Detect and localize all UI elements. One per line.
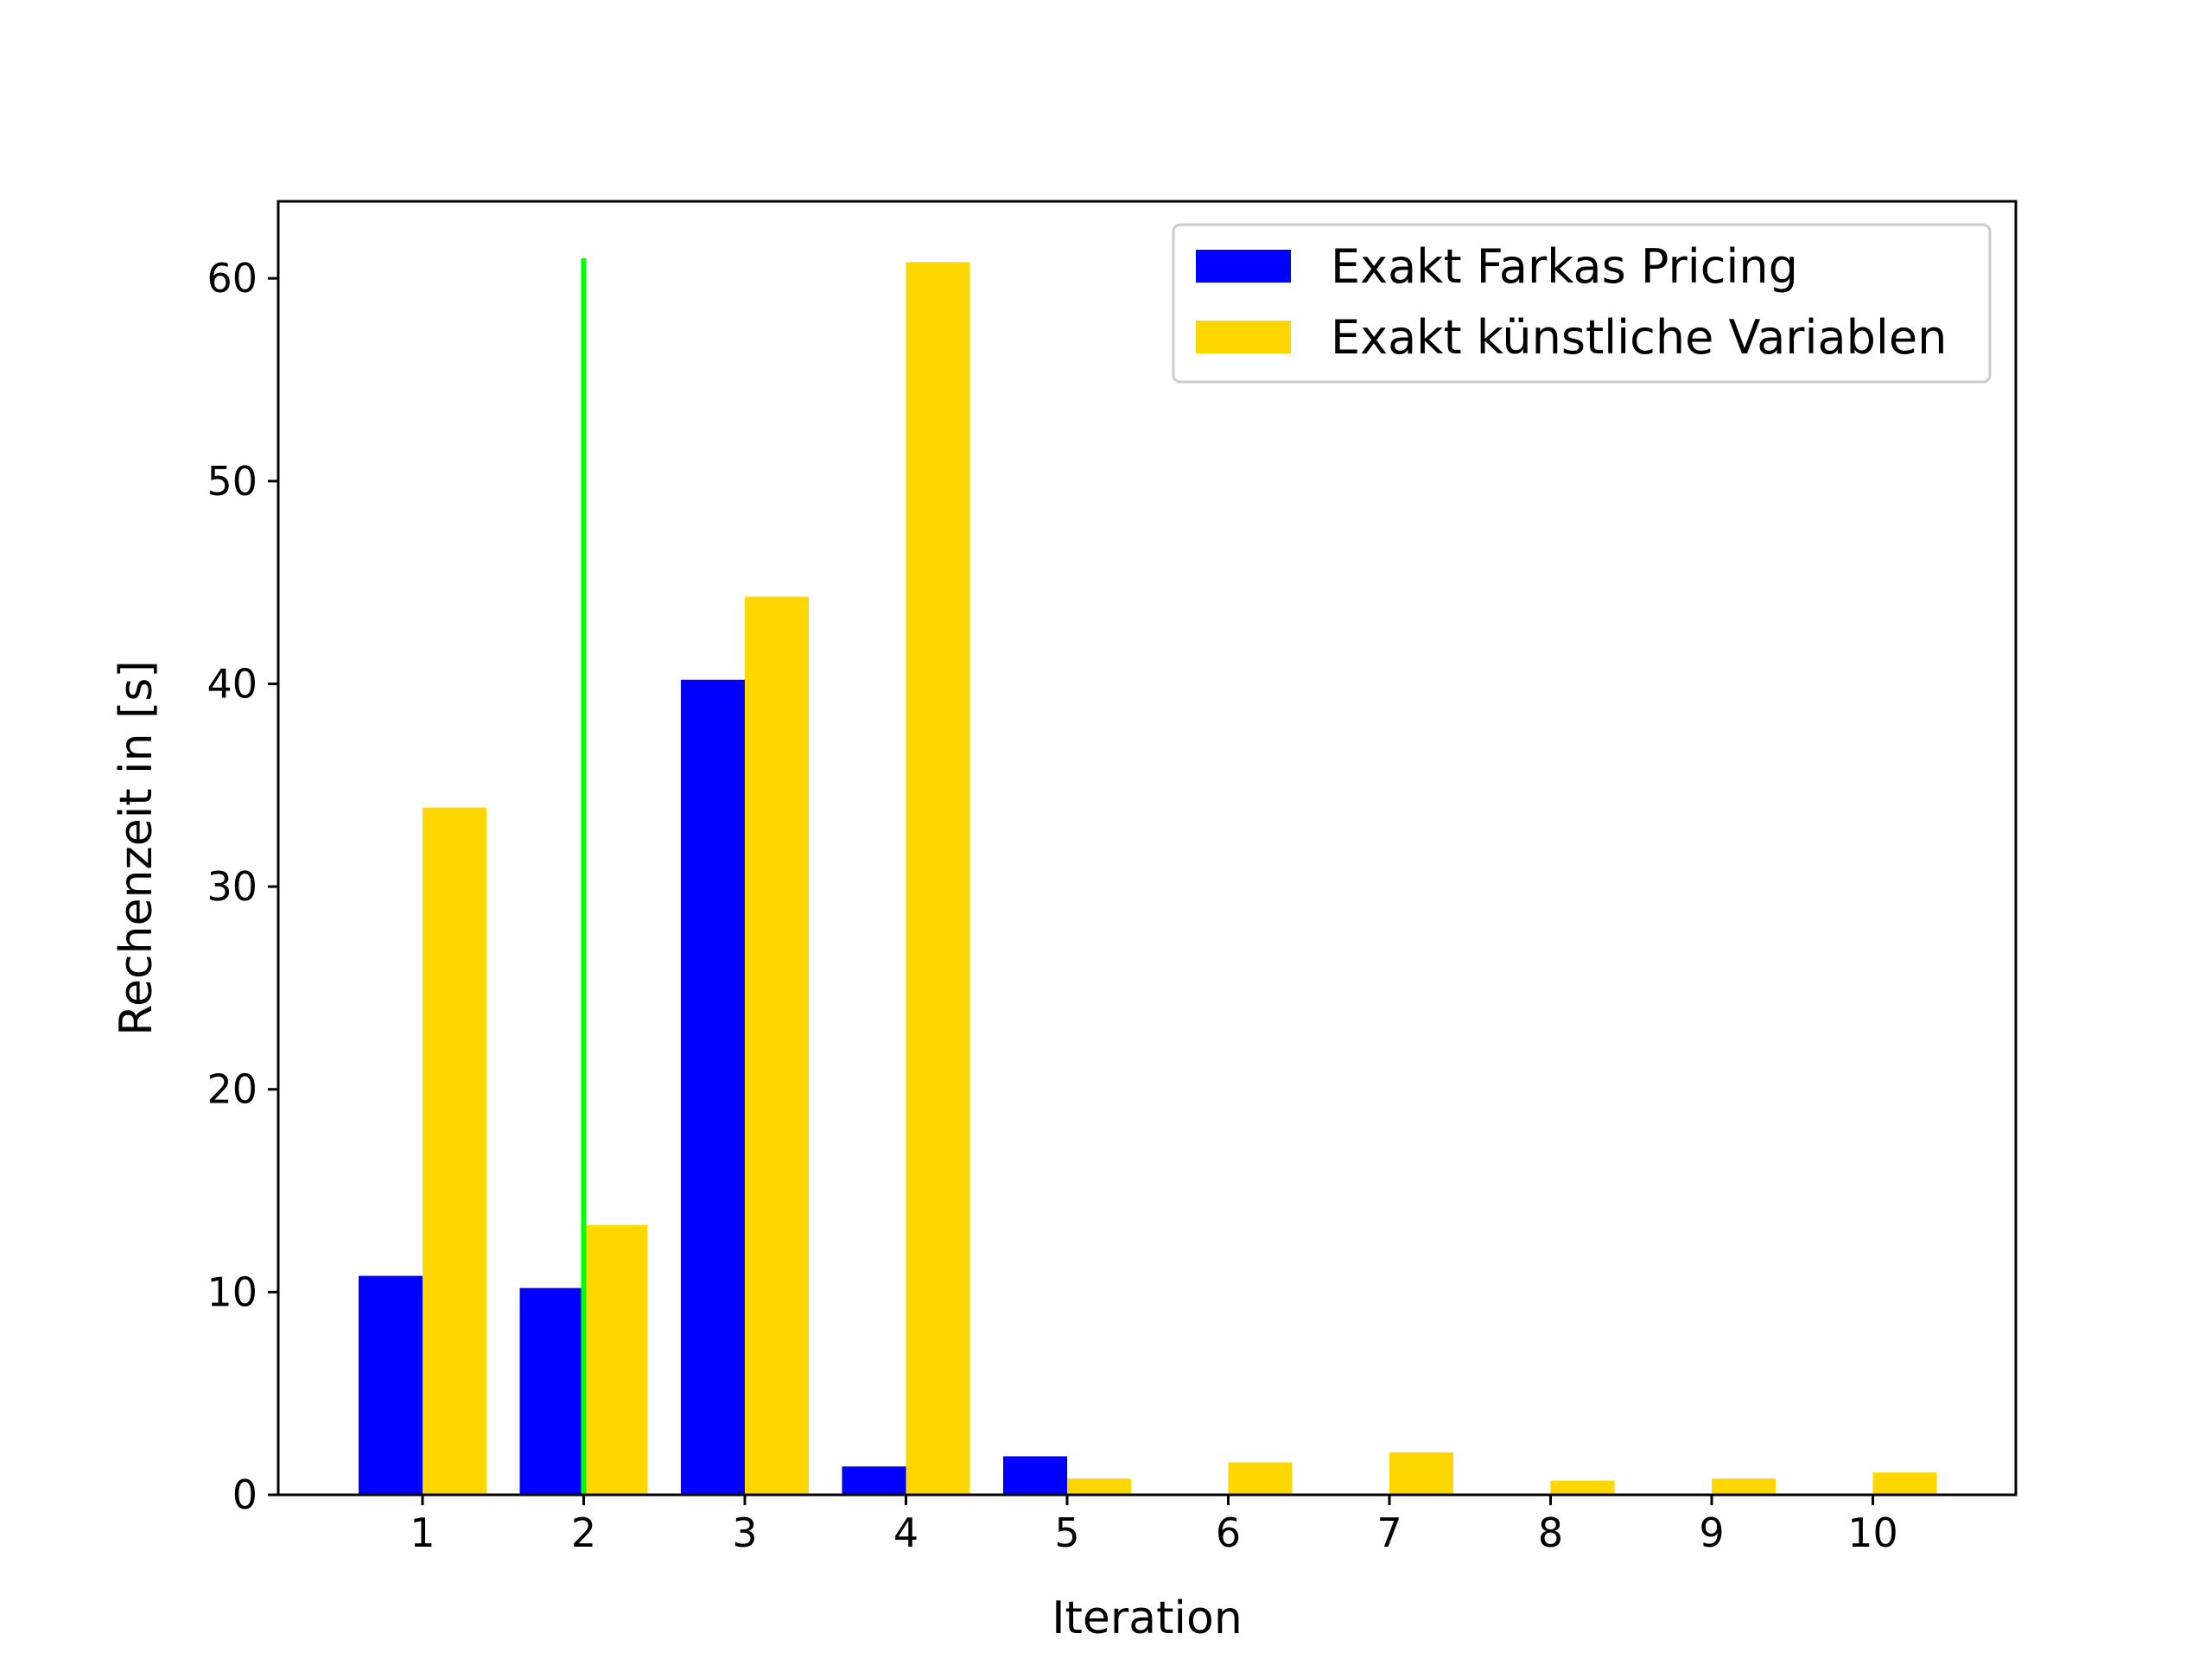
bar-kuenstlich-6: [1228, 1462, 1293, 1495]
bar-kuenstlich-8: [1550, 1480, 1615, 1495]
bar-kuenstlich-3: [745, 596, 809, 1495]
x-tick-label: 8: [1538, 1510, 1563, 1556]
legend-swatch-farkas: [1196, 250, 1291, 283]
bar-kuenstlich-7: [1389, 1452, 1453, 1495]
bar-kuenstlich-1: [423, 807, 486, 1495]
legend-box: [1172, 223, 1992, 384]
axes-group: 0 10 20 30 40 50 60 1 2 3 4 5 6 7 8 9 10: [207, 200, 2018, 1556]
bar-kuenstlich-9: [1712, 1478, 1776, 1495]
bar-farkas-2: [519, 1287, 584, 1495]
x-tick-label: 5: [1054, 1510, 1079, 1556]
bars-group: [359, 262, 1937, 1495]
legend: Exakt Farkas Pricing Exakt künstliche Var…: [1172, 223, 1992, 384]
bar-kuenstlich-2: [583, 1224, 648, 1495]
x-tick-label: 10: [1847, 1510, 1898, 1556]
bar-kuenstlich-5: [1067, 1478, 1131, 1495]
y-tick-label: 60: [207, 255, 257, 302]
x-tick-label: 1: [410, 1510, 435, 1556]
y-tick-label: 0: [232, 1471, 257, 1518]
y-tick-label: 50: [207, 458, 257, 505]
bar-farkas-5: [1003, 1456, 1067, 1495]
x-tick-label: 3: [732, 1510, 757, 1556]
x-tick-label: 4: [893, 1510, 918, 1556]
y-axis-label: Rechenzeit in [s]: [111, 660, 162, 1036]
y-tick-label: 40: [207, 660, 257, 707]
legend-label-kuenstlich: Exakt künstliche Variablen: [1331, 310, 1947, 365]
bar-kuenstlich-4: [906, 262, 970, 1495]
plot-frame: [276, 200, 2018, 1497]
bar-farkas-4: [842, 1466, 906, 1495]
legend-label-farkas: Exakt Farkas Pricing: [1331, 239, 1798, 294]
x-tick-label: 6: [1216, 1510, 1241, 1556]
legend-swatch-kuenstlich: [1196, 321, 1291, 353]
x-tick-label: 2: [571, 1510, 596, 1556]
y-tick-label: 30: [207, 863, 257, 910]
x-tick-label: 7: [1376, 1510, 1402, 1556]
y-tick-label: 10: [207, 1268, 257, 1315]
y-tick-label: 20: [207, 1066, 257, 1113]
x-tick-label: 9: [1699, 1510, 1724, 1556]
bar-farkas-3: [681, 679, 745, 1495]
bar-kuenstlich-10: [1872, 1472, 1937, 1495]
x-axis-label: Iteration: [1052, 1592, 1243, 1644]
bar-farkas-1: [359, 1275, 423, 1495]
